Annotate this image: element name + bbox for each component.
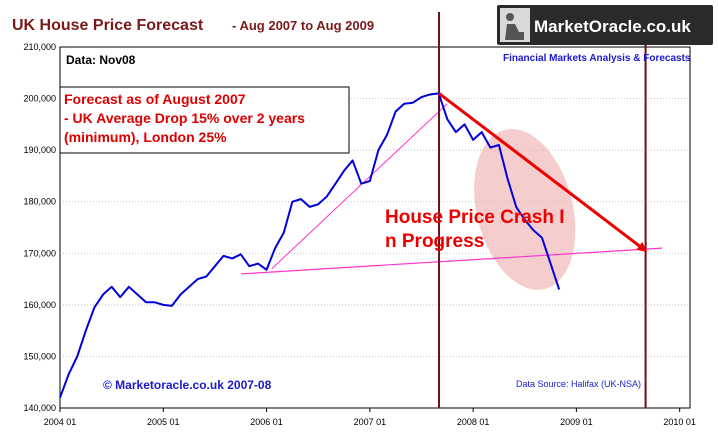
marketoracle-logo: MarketOracle.co.uk bbox=[497, 5, 713, 45]
crash-label-line-2: n Progress bbox=[385, 231, 484, 252]
y-tick-label: 200,000 bbox=[23, 94, 56, 104]
y-tick-label: 210,000 bbox=[23, 42, 56, 52]
data-date-label: Data: Nov08 bbox=[66, 53, 136, 67]
crash-highlight-ellipse bbox=[474, 129, 576, 290]
svg-text:MarketOracle.co.uk: MarketOracle.co.uk bbox=[534, 17, 691, 36]
y-tick-label: 180,000 bbox=[23, 197, 56, 207]
y-axis: 140,000 150,000 160,000 170,000 180,000 190,0… bbox=[23, 42, 56, 413]
forecast-line-3: (minimum), London 25% bbox=[64, 129, 227, 145]
forecast-line-2: - UK Average Drop 15% over 2 years bbox=[64, 110, 305, 126]
x-tick-label: 2006 01 bbox=[250, 417, 283, 427]
support-line bbox=[240, 247, 663, 275]
y-tick-label: 160,000 bbox=[23, 300, 56, 310]
y-tick-label: 140,000 bbox=[23, 403, 56, 413]
x-tick-label: 2007 01 bbox=[354, 417, 387, 427]
data-source-text: Data Source: Halifax (UK-NSA) bbox=[516, 379, 641, 389]
x-tick-label: 2008 01 bbox=[457, 417, 490, 427]
y-tick-label: 150,000 bbox=[23, 351, 56, 361]
chart-subtitle: - Aug 2007 to Aug 2009 bbox=[232, 18, 374, 33]
series-layer bbox=[59, 92, 561, 399]
y-tick-label: 170,000 bbox=[23, 248, 56, 258]
crash-label-line-1: House Price Crash I bbox=[385, 207, 565, 228]
chart-title: UK House Price Forecast bbox=[12, 17, 204, 34]
series-line-0 bbox=[59, 92, 561, 399]
forecast-arrow bbox=[438, 92, 648, 252]
logo-tagline: Financial Markets Analysis & Forecasts bbox=[503, 53, 691, 64]
forecast-box bbox=[59, 86, 350, 154]
x-tick-label: 2005 01 bbox=[147, 417, 180, 427]
trend-line bbox=[271, 103, 448, 270]
copyright-text: © Marketoracle.co.uk 2007-08 bbox=[103, 378, 272, 392]
x-tick-label: 2009 01 bbox=[560, 417, 593, 427]
x-axis: 2004 01 2005 01 2006 01 2007 01 2008 01 2009 … bbox=[44, 408, 696, 427]
x-tick-label: 2004 01 bbox=[44, 417, 77, 427]
x-tick-label: 2010 01 bbox=[663, 417, 696, 427]
forecast-line-1: Forecast as of August 2007 bbox=[64, 91, 246, 107]
y-tick-label: 190,000 bbox=[23, 145, 56, 155]
